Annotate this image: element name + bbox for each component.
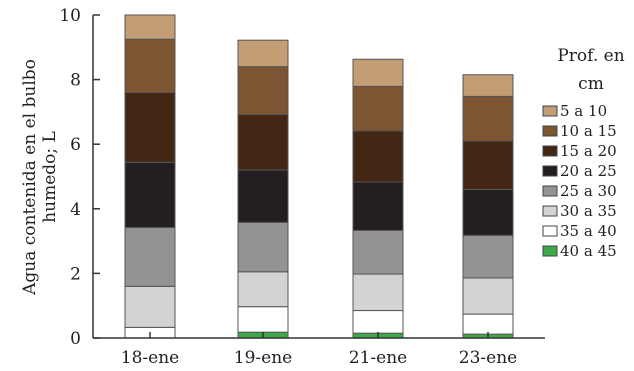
bar-segment: [237, 66, 289, 115]
bar-segment: [237, 113, 289, 171]
bar-segment: [352, 181, 404, 231]
legend-item: 35 a 40: [542, 222, 617, 240]
bar-segment: [352, 310, 404, 334]
legend-title-line1: Prof. en: [557, 46, 624, 66]
x-tick-label: 21-ene: [349, 348, 407, 368]
legend-label: 35 a 40: [560, 222, 617, 240]
x-axis-ticks: 18-ene 19-ene 21-ene 23-ene: [121, 332, 517, 368]
legend-item: 10 a 15: [542, 122, 617, 140]
bar-segment: [237, 271, 289, 308]
bar-segment: [352, 58, 404, 87]
y-tick-label: 6: [70, 135, 81, 155]
bar-segment: [237, 306, 289, 333]
y-tick-label: 0: [70, 329, 81, 349]
legend-item: 40 a 45: [542, 242, 617, 260]
x-tick-label: 19-ene: [234, 348, 292, 368]
x-tick-label: 23-ene: [459, 348, 517, 368]
bar-segment: [462, 74, 514, 97]
legend-label: 5 a 10: [560, 102, 607, 120]
bar-segment: [352, 85, 404, 132]
legend-swatch: [542, 125, 558, 137]
bar-stack-21-ene: [352, 58, 404, 339]
bar-stack-19-ene: [237, 39, 289, 339]
y-axis-label-line1: Agua contenida en el bulbo: [20, 59, 40, 296]
legend-swatch: [542, 105, 558, 117]
bar-segment: [237, 221, 289, 273]
y-tick-label: 2: [70, 264, 81, 284]
bar-segment: [352, 130, 404, 183]
legend-item: 15 a 20: [542, 142, 617, 160]
bar-stack-23-ene: [462, 74, 514, 339]
bar-segment: [352, 273, 404, 312]
legend-swatch: [542, 185, 558, 197]
legend-label: 15 a 20: [560, 142, 617, 160]
legend-item: 5 a 10: [542, 102, 607, 120]
legend: Prof. en cm 5 a 10 10 a 15 15 a 20 20 a 25 25…: [542, 46, 625, 260]
legend-swatch: [542, 205, 558, 217]
bar-stacks: [124, 14, 514, 339]
bar-segment: [124, 285, 176, 328]
y-axis-label-line2: humedo; L: [40, 131, 60, 223]
bar-segment: [462, 277, 514, 315]
x-tick-label: 18-ene: [121, 348, 179, 368]
y-tick-label: 4: [70, 200, 81, 220]
legend-swatch: [542, 245, 558, 257]
legend-title-line2: cm: [578, 74, 604, 94]
bar-segment: [124, 92, 176, 163]
legend-label: 40 a 45: [560, 242, 617, 260]
legend-label: 10 a 15: [560, 122, 617, 140]
y-tick-label: 8: [70, 71, 81, 91]
bar-segment: [462, 188, 514, 236]
legend-item: 20 a 25: [542, 162, 617, 180]
bar-stack-18-ene: [124, 14, 176, 339]
bar-segment: [237, 39, 289, 68]
legend-label: 20 a 25: [560, 162, 617, 180]
legend-swatch: [542, 145, 558, 157]
bar-segment: [462, 313, 514, 335]
bar-segment: [124, 161, 176, 229]
legend-label: 25 a 30: [560, 182, 617, 200]
bar-segment: [124, 14, 176, 40]
bar-segment: [124, 38, 176, 94]
y-tick-label: 10: [59, 6, 81, 26]
legend-title: Prof. en cm: [557, 46, 624, 94]
bar-segment: [352, 229, 404, 275]
y-axis-ticks: 0 2 4 6 8 10: [59, 6, 100, 349]
legend-item: 30 a 35: [542, 202, 617, 220]
bar-segment: [462, 234, 514, 279]
bar-segment: [462, 95, 514, 142]
bar-segment: [237, 169, 289, 223]
y-axis-label: Agua contenida en el bulbohumedo; L: [20, 59, 60, 296]
bar-segment: [462, 140, 514, 190]
legend-swatch: [542, 165, 558, 177]
legend-label: 30 a 35: [560, 202, 617, 220]
legend-item: 25 a 30: [542, 182, 617, 200]
bar-segment: [124, 227, 176, 287]
legend-swatch: [542, 225, 558, 237]
